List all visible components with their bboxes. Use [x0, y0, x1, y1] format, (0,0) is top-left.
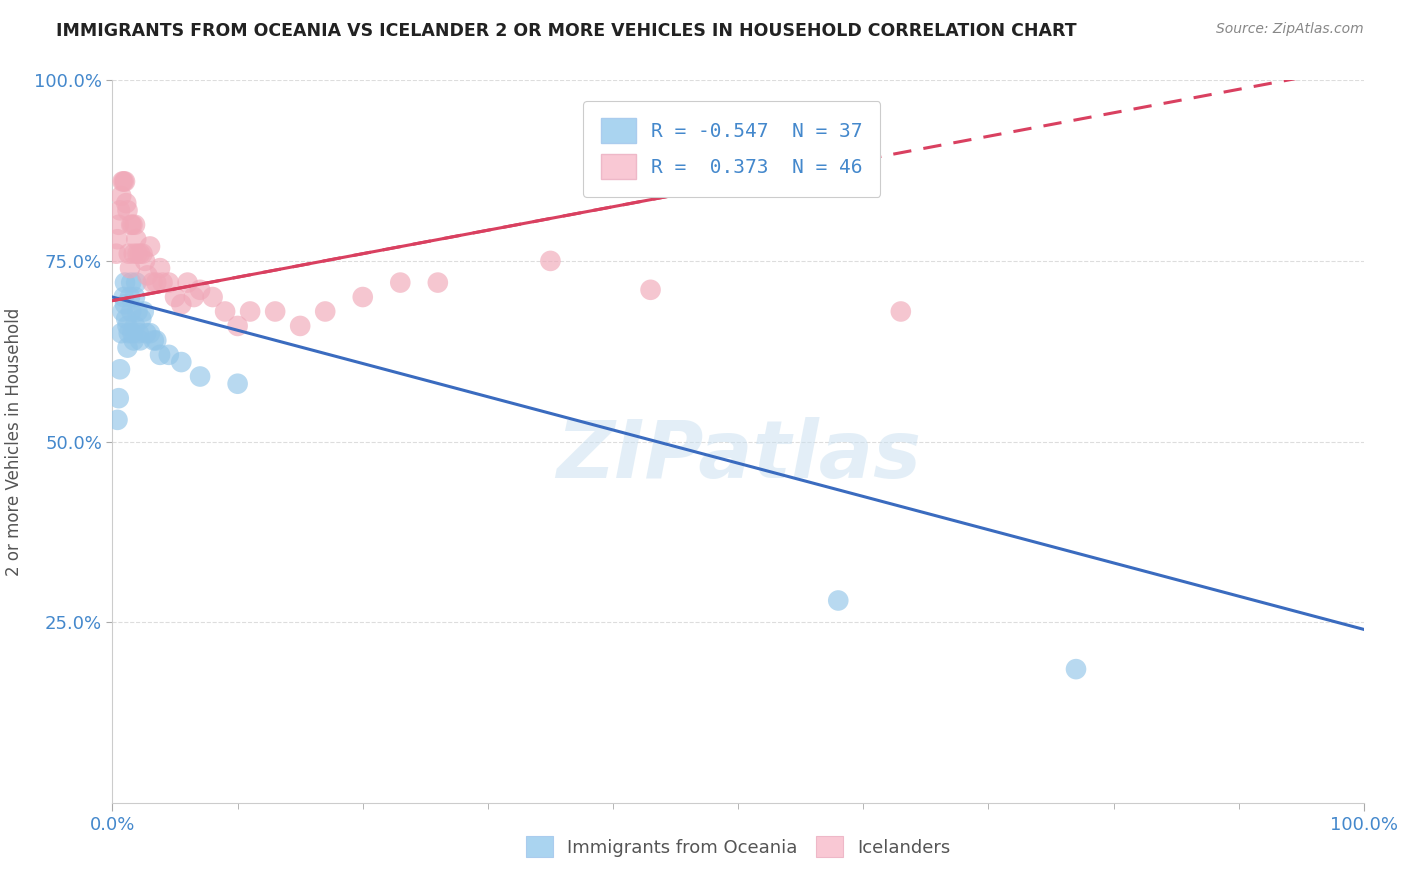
Point	[170, 355, 193, 369]
Point	[108, 362, 131, 376]
Point	[120, 218, 142, 232]
Point	[115, 311, 138, 326]
Point	[134, 253, 156, 268]
Point	[129, 334, 152, 348]
Point	[127, 304, 149, 318]
Point	[118, 246, 141, 260]
Point	[188, 283, 211, 297]
Point	[170, 297, 193, 311]
Point	[290, 318, 312, 333]
Point	[214, 304, 236, 318]
Point	[136, 268, 159, 283]
Point	[226, 376, 249, 391]
Point	[118, 290, 141, 304]
Point	[149, 261, 172, 276]
Point	[827, 593, 849, 607]
Point	[163, 290, 186, 304]
Point	[127, 246, 149, 260]
Point	[141, 276, 163, 290]
Point	[122, 246, 145, 260]
Text: Source: ZipAtlas.com: Source: ZipAtlas.com	[1216, 22, 1364, 37]
Point	[226, 318, 249, 333]
Point	[121, 218, 143, 232]
Point	[105, 246, 128, 260]
Text: IMMIGRANTS FROM OCEANIA VS ICELANDER 2 OR MORE VEHICLES IN HOUSEHOLD CORRELATION: IMMIGRANTS FROM OCEANIA VS ICELANDER 2 O…	[56, 22, 1077, 40]
Point	[149, 348, 172, 362]
Point	[426, 276, 449, 290]
Point	[115, 196, 138, 211]
Point	[264, 304, 287, 318]
Point	[139, 326, 162, 340]
Point	[111, 174, 134, 188]
Point	[188, 369, 211, 384]
Point	[118, 261, 141, 276]
Point	[124, 290, 146, 304]
Point	[122, 334, 145, 348]
Point	[108, 203, 131, 218]
Point	[145, 276, 167, 290]
Point	[120, 304, 142, 318]
Point	[176, 276, 198, 290]
Point	[121, 326, 143, 340]
Point	[389, 276, 412, 290]
Point	[142, 334, 165, 348]
Point	[890, 304, 912, 318]
Point	[107, 391, 129, 405]
Point	[114, 174, 136, 188]
Point	[114, 276, 136, 290]
Point	[640, 283, 662, 297]
Point	[131, 246, 153, 260]
Point	[117, 318, 139, 333]
Point	[112, 174, 135, 188]
Point	[129, 246, 152, 260]
Point	[118, 326, 141, 340]
Point	[145, 334, 167, 348]
Point	[124, 318, 146, 333]
Point	[124, 218, 146, 232]
Point	[183, 290, 205, 304]
Point	[152, 276, 174, 290]
Point	[239, 304, 262, 318]
Point	[110, 189, 132, 203]
Point	[114, 297, 136, 311]
Point	[107, 413, 129, 427]
Text: ZIPatlas: ZIPatlas	[555, 417, 921, 495]
Y-axis label: 2 or more Vehicles in Household: 2 or more Vehicles in Household	[6, 308, 22, 575]
Point	[128, 326, 150, 340]
Legend: Immigrants from Oceania, Icelanders: Immigrants from Oceania, Icelanders	[517, 827, 959, 866]
Point	[107, 218, 129, 232]
Point	[538, 253, 561, 268]
Point	[107, 232, 129, 246]
Point	[132, 304, 155, 318]
Point	[112, 290, 135, 304]
Point	[352, 290, 374, 304]
Point	[117, 341, 139, 355]
Point	[157, 348, 180, 362]
Point	[120, 276, 142, 290]
Point	[139, 239, 162, 253]
Point	[111, 304, 134, 318]
Point	[129, 311, 152, 326]
Point	[117, 203, 139, 218]
Point	[201, 290, 224, 304]
Point	[135, 326, 157, 340]
Point	[125, 232, 148, 246]
Point	[314, 304, 336, 318]
Point	[125, 276, 148, 290]
Point	[157, 276, 180, 290]
Point	[110, 326, 132, 340]
Point	[1064, 662, 1087, 676]
